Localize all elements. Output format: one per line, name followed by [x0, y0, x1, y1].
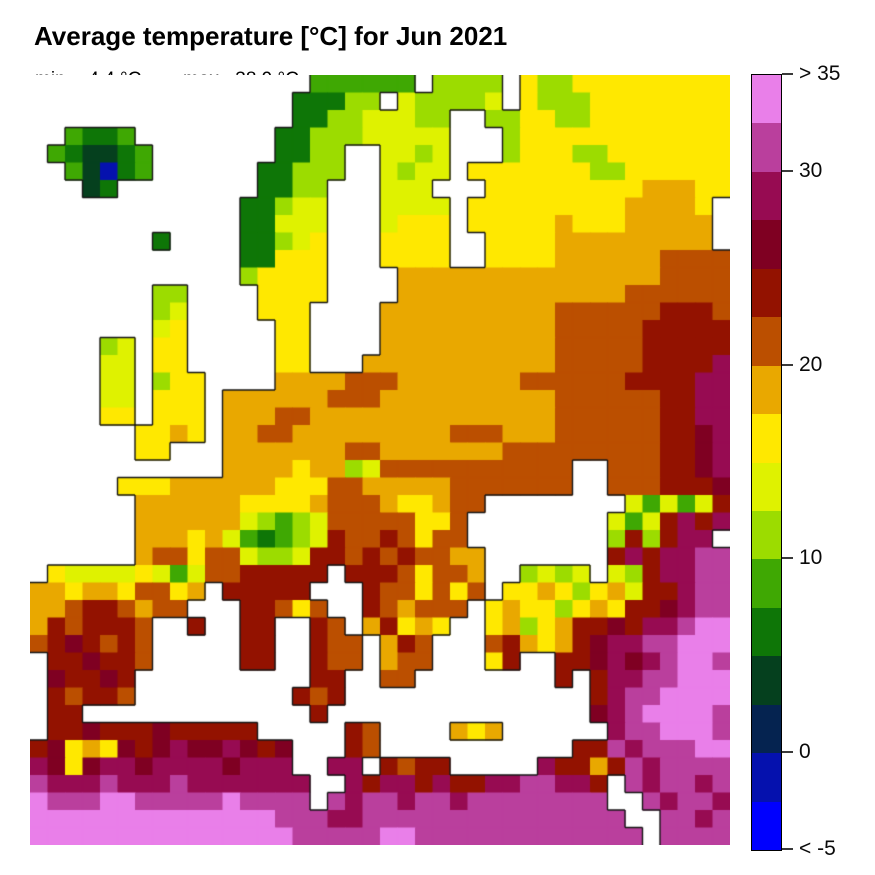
colorbar-tick: [782, 169, 793, 172]
colorbar-tick-label: 20: [799, 352, 823, 376]
colorbar-segment: [752, 123, 781, 172]
colorbar-segment: [752, 607, 781, 657]
colorbar-segment: [752, 75, 781, 124]
colorbar-tick: [782, 73, 793, 75]
colorbar-segment: [752, 753, 781, 802]
colorbar-segment: [752, 365, 781, 415]
colorbar-segment: [752, 268, 781, 318]
colorbar-segment: [752, 220, 781, 269]
colorbar-segment: [752, 801, 781, 850]
colorbar-tick: [782, 557, 793, 560]
figure-title: Average temperature [°C] for Jun 2021: [34, 21, 508, 51]
colorbar-segment: [752, 510, 781, 560]
colorbar-tick: [782, 848, 793, 850]
colorbar-segment: [752, 414, 781, 463]
colorbar-tick: [782, 363, 793, 366]
colorbar-segment: [752, 171, 781, 221]
colorbar-tick-label: 30: [799, 158, 823, 182]
colorbar-segment: [752, 317, 781, 366]
colorbar-tick-label: 0: [799, 740, 811, 764]
colorbar-segment: [752, 656, 781, 705]
europe-temperature-map-canvas: [30, 75, 730, 845]
colorbar-segment: [752, 704, 781, 754]
colorbar-tick-label: < -5: [799, 837, 836, 860]
temperature-colorbar: [751, 74, 782, 851]
colorbar-tick-label: > 35: [799, 62, 841, 85]
colorbar-tick: [782, 751, 793, 754]
colorbar-segment: [752, 462, 781, 511]
colorbar-segment: [752, 559, 781, 608]
colorbar-tick-label: 10: [799, 546, 823, 570]
